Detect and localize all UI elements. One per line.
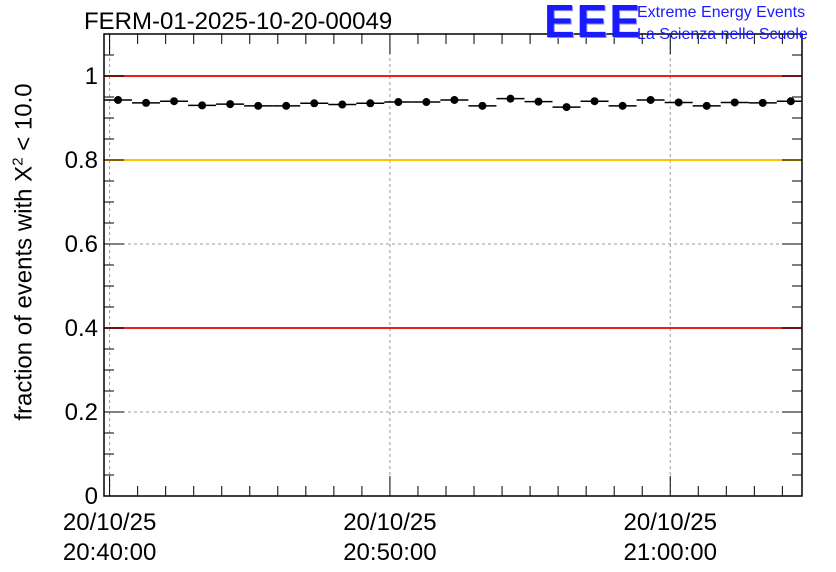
data-series: [104, 94, 802, 112]
data-point: [674, 98, 683, 107]
data-point: [422, 98, 431, 107]
x-tick-label-1: 20/10/25 20:50:00: [320, 508, 460, 568]
reference-lines: [104, 75, 802, 329]
chi-exponent: 2: [9, 157, 27, 166]
data-point: [450, 95, 459, 104]
logo-line-1: Extreme Energy Events: [637, 4, 806, 21]
data-point: [114, 95, 123, 104]
x-tick-date: 20/10/25: [343, 509, 437, 536]
y-axis-label-prefix: fraction of events with: [10, 181, 38, 421]
data-point: [310, 99, 319, 108]
x-tick-time: 20:50:00: [343, 539, 437, 566]
data-point: [562, 103, 571, 112]
x-tick-date: 20/10/25: [62, 509, 157, 536]
data-point: [366, 99, 375, 108]
x-tick-time: 20:40:00: [62, 539, 157, 566]
data-point: [478, 101, 487, 110]
data-point: [394, 98, 403, 107]
y-tick-label: 0.8: [65, 147, 98, 174]
chart-title: FERM-01-2025-10-20-00049: [84, 8, 393, 35]
axis-ticks: [104, 33, 802, 497]
data-point: [534, 97, 543, 106]
y-axis-label-suffix: < 10.0: [10, 83, 38, 158]
data-point: [786, 97, 795, 106]
y-tick-label: 0.6: [65, 231, 98, 258]
data-point: [282, 101, 291, 110]
y-tick-label: 1: [85, 63, 98, 90]
data-point: [590, 97, 599, 106]
data-point: [142, 98, 151, 107]
data-point: [758, 98, 767, 107]
data-point: [226, 100, 235, 109]
y-tick-label: 0.4: [65, 315, 98, 342]
x-tick-label-0: 20/10/25 20:40:00: [40, 508, 180, 568]
data-point: [618, 101, 627, 110]
y-tick-label: 0: [85, 483, 98, 510]
data-point: [506, 94, 515, 103]
x-tick-time: 21:00:00: [623, 539, 717, 566]
data-point: [702, 101, 711, 110]
data-point: [170, 97, 179, 106]
y-tick-labels: 0 0.2 0.4 0.6 0.8 1: [65, 63, 98, 510]
eee-logo-mark: EEE: [544, 0, 643, 47]
data-point: [730, 98, 739, 107]
x-tick-date: 20/10/25: [623, 509, 717, 536]
data-point: [646, 95, 655, 104]
x-tick-label-2: 20/10/25 21:00:00: [600, 508, 740, 568]
data-point: [254, 101, 263, 110]
chi-symbol: X: [10, 165, 38, 182]
logo-line-2: La Scienza nelle Scuole: [637, 26, 808, 43]
eee-logo: EEE Extreme Energy Events La Scienza nel…: [544, 0, 834, 48]
data-point: [198, 101, 207, 110]
data-point: [338, 100, 347, 109]
y-tick-label: 0.2: [65, 399, 98, 426]
